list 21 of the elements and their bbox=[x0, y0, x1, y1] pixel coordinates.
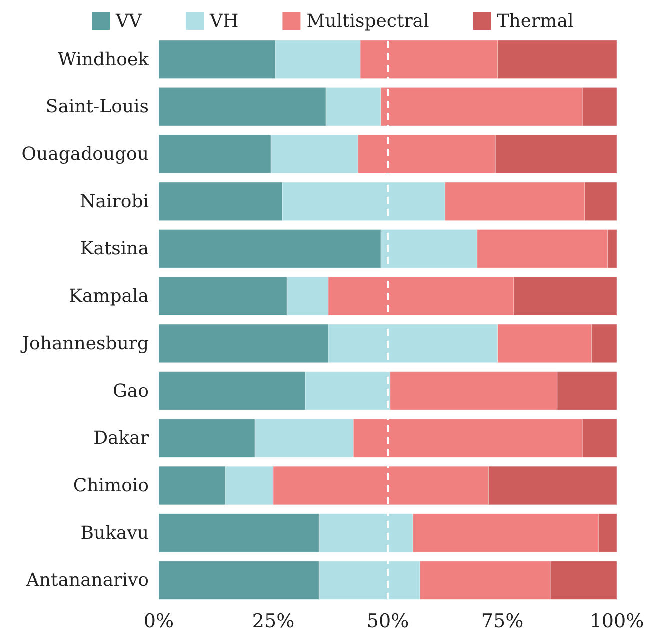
y-tick-label: Ouagadougou bbox=[22, 144, 149, 166]
x-tick-label: 100% bbox=[590, 610, 644, 632]
y-tick-label: Johannesburg bbox=[20, 333, 149, 354]
series-label: Multispectral bbox=[306, 11, 430, 32]
y-tick-label: Bukavu bbox=[80, 522, 149, 544]
y-tick-label: Antananarivo bbox=[25, 570, 149, 592]
legend-label: VV bbox=[115, 11, 143, 32]
x-tick-label: 75% bbox=[481, 610, 524, 632]
x-tick-label: 25% bbox=[252, 610, 295, 632]
legend-label: VH bbox=[209, 11, 239, 32]
y-tick-label: Nairobi bbox=[80, 191, 150, 212]
legend-label: Thermal bbox=[497, 11, 574, 32]
y-tick-label: Katsina bbox=[80, 238, 150, 260]
y-tick-label: Chimoio bbox=[73, 476, 149, 497]
y-tick-label: Saint-Louis bbox=[46, 96, 149, 118]
y-tick-label: Gao bbox=[113, 380, 149, 402]
x-tick-label: 50% bbox=[366, 610, 410, 632]
y-tick-label: Kampala bbox=[69, 286, 150, 308]
x-tick-label: 0% bbox=[144, 610, 174, 632]
y-tick-label: Dakar bbox=[94, 428, 150, 450]
y-tick-label: Windhoek bbox=[58, 49, 150, 70]
